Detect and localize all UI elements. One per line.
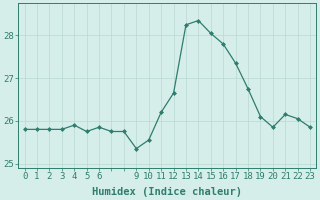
X-axis label: Humidex (Indice chaleur): Humidex (Indice chaleur)	[92, 186, 242, 197]
